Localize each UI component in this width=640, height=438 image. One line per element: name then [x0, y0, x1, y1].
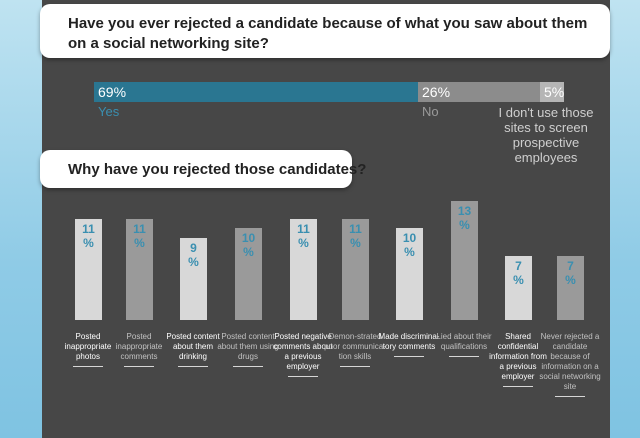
bar — [235, 228, 262, 320]
bar — [342, 219, 369, 320]
category-underline — [178, 366, 208, 367]
bar-value-label: 7 % — [565, 258, 576, 287]
category-label: Posted inappropriate comments — [115, 332, 163, 361]
category-underline — [288, 376, 318, 377]
question-1-text: Have you ever rejected a candidate becau… — [68, 15, 588, 52]
bar-value-label: 11 % — [349, 222, 362, 251]
question-2-text: Why have you rejected those candidates? — [68, 161, 367, 178]
category-underline — [233, 366, 263, 367]
category-underline — [555, 396, 585, 397]
category-label: Made discrimina-tory comments — [378, 332, 440, 351]
bar-value-label: 9 % — [188, 240, 199, 269]
bar-value-label: 13 % — [457, 204, 472, 232]
share-category-label: No — [422, 104, 439, 119]
question-bubble-2: Why have you rejected those candidates? — [40, 150, 366, 188]
share-value-label: 26% — [422, 84, 451, 100]
bar — [557, 255, 584, 320]
category-label: Shared confidential information from a p… — [489, 332, 547, 381]
category-label: Lied about their qualifications — [436, 332, 492, 351]
share-segment — [540, 82, 564, 102]
question-bubble-1: Have you ever rejected a candidate becau… — [40, 4, 610, 58]
share-segment — [418, 82, 540, 102]
category-underline — [124, 366, 154, 367]
bar-value-label: 10 % — [402, 231, 417, 260]
bar — [75, 219, 102, 320]
category-underline — [503, 386, 533, 387]
category-label: Posted inappropriate photos — [64, 332, 112, 361]
share-value-label: 69% — [98, 84, 127, 100]
bar-value-label: 11 % — [133, 222, 146, 251]
share-category-label: Yes — [98, 104, 120, 119]
bar-value-label: 10 % — [241, 231, 256, 260]
category-underline — [394, 356, 424, 357]
category-label: Posted content about them using drugs — [217, 332, 279, 361]
category-underline — [449, 356, 479, 357]
share-segment — [94, 82, 418, 102]
category-underline — [73, 366, 103, 367]
category-underline — [340, 366, 370, 367]
category-label: Posted content about them drinking — [166, 332, 220, 361]
chart-panel — [42, 0, 610, 438]
share-value-label: 5% — [544, 84, 565, 100]
bar-value-label: 7 % — [513, 258, 524, 287]
bar — [290, 219, 317, 320]
bar — [451, 201, 478, 320]
bar — [396, 228, 423, 320]
category-label: Demon-strated poor communica-tion skills — [324, 332, 386, 361]
bar — [126, 219, 153, 320]
bar — [180, 237, 207, 320]
bar — [505, 255, 532, 320]
category-label: Never rejected a candidate because of in… — [539, 332, 601, 391]
bar-value-label: 11 % — [297, 222, 310, 251]
share-category-label: I don't use those sites to screen prospe… — [498, 105, 594, 165]
category-label: Posted negative comments about a previou… — [273, 332, 333, 371]
bar-value-label: 11 % — [82, 222, 95, 251]
